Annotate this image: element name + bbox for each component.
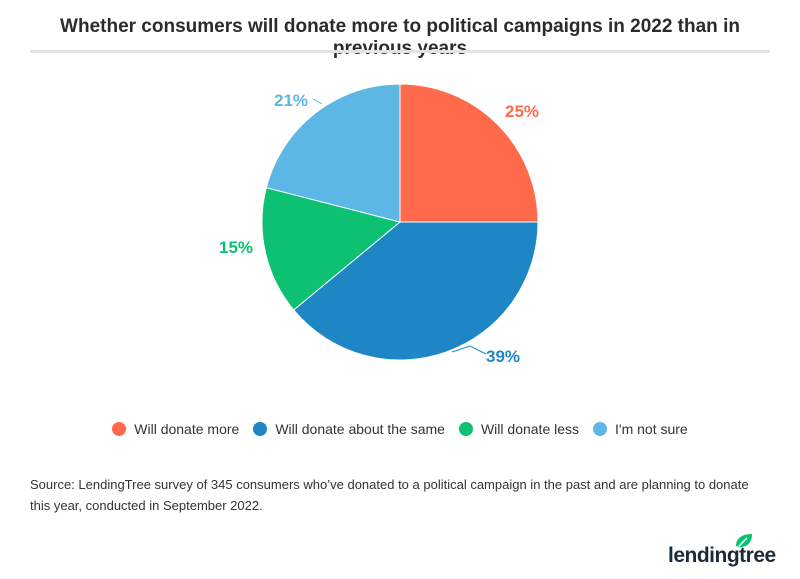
legend-label: Will donate about the same — [275, 421, 445, 437]
legend-label: Will donate less — [480, 421, 580, 437]
pie-slice-3 — [265, 83, 401, 223]
logo-text: lendingtree — [668, 544, 776, 567]
lendingtree-logo: lendingtree — [668, 532, 776, 568]
legend-swatch — [253, 422, 268, 436]
pie-slice-0 — [399, 83, 539, 223]
legend-item-3: I'm not sure — [593, 421, 688, 437]
pie-slice-2 — [261, 187, 402, 311]
pie-slice-1 — [292, 221, 539, 361]
data-label-2: 15% — [219, 238, 253, 257]
legend-swatch — [112, 422, 127, 436]
legend-label: Will donate more — [134, 421, 240, 437]
legend-item-2: Will donate less — [458, 421, 580, 437]
legend-label: I'm not sure — [615, 421, 688, 437]
legend-item-0: Will donate more — [112, 421, 239, 437]
leader-line-3 — [312, 98, 323, 105]
data-label-0: 25% — [505, 102, 539, 121]
data-label-1: 39% — [486, 347, 520, 366]
legend-item-1: Will donate about the same — [253, 421, 445, 437]
leader-line-1 — [451, 345, 487, 355]
pie-chart: 25% 39% 15% 21% — [219, 83, 539, 366]
data-label-3: 21% — [274, 91, 308, 110]
chart-title: Whether consumers will donate more to po… — [60, 16, 740, 59]
title-divider — [30, 50, 770, 53]
source-note: Source: LendingTree survey of 345 consum… — [30, 477, 749, 513]
legend-swatch — [593, 422, 608, 436]
legend: Will donate more Will donate about the sa… — [0, 421, 800, 437]
legend-swatch — [458, 422, 473, 436]
